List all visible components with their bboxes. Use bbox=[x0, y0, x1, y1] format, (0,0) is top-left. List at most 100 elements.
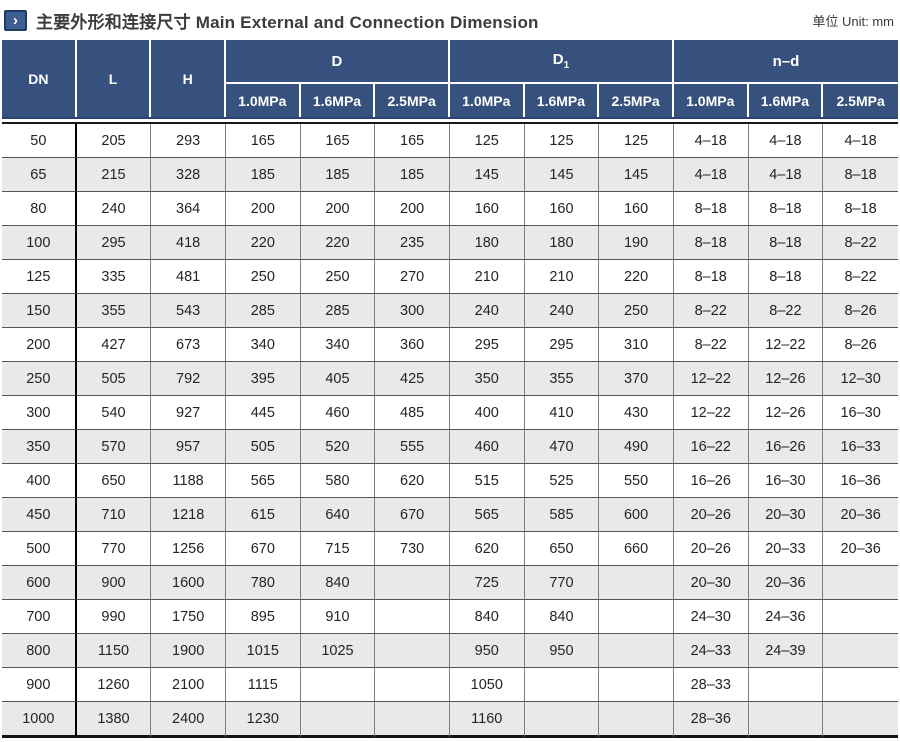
cell: 160 bbox=[524, 192, 600, 226]
cell: 16–30 bbox=[823, 396, 898, 430]
cell: 200 bbox=[375, 192, 450, 226]
cell: 4–18 bbox=[748, 124, 824, 158]
table-row: 350 570 957 505 520 555 460 470 490 16–22 16–26 16–… bbox=[2, 430, 898, 464]
cell: 500 bbox=[2, 532, 77, 566]
cell bbox=[300, 702, 376, 738]
cell: 1025 bbox=[300, 634, 376, 668]
cell: 65 bbox=[2, 158, 77, 192]
cell: 615 bbox=[225, 498, 301, 532]
cell: 270 bbox=[375, 260, 450, 294]
cell: 125 bbox=[599, 124, 674, 158]
cell: 1900 bbox=[151, 634, 226, 668]
cell: 405 bbox=[300, 362, 376, 396]
cell: 300 bbox=[2, 396, 77, 430]
cell: 100 bbox=[2, 226, 77, 260]
column-header-l: L bbox=[76, 40, 152, 117]
cell: 580 bbox=[300, 464, 376, 498]
cell: 20–26 bbox=[673, 498, 749, 532]
cell: 370 bbox=[599, 362, 674, 396]
pressure-header-nd-25: 2.5MPa bbox=[823, 84, 898, 117]
cell: 780 bbox=[225, 566, 301, 600]
cell: 340 bbox=[300, 328, 376, 362]
cell: 185 bbox=[300, 158, 376, 192]
group-header-d: D bbox=[225, 40, 450, 84]
pressure-header-d-10: 1.0MPa bbox=[225, 84, 301, 117]
cell: 295 bbox=[524, 328, 600, 362]
cell: 770 bbox=[524, 566, 600, 600]
cell: 400 bbox=[2, 464, 77, 498]
cell: 1188 bbox=[151, 464, 226, 498]
cell: 8–18 bbox=[823, 192, 898, 226]
cell: 620 bbox=[375, 464, 450, 498]
cell: 505 bbox=[225, 430, 301, 464]
cell: 840 bbox=[449, 600, 525, 634]
cell bbox=[823, 634, 898, 668]
table-body: 50 205 293 165 165 165 125 125 125 4–18 4–18 4–18 65… bbox=[2, 124, 898, 738]
cell: 670 bbox=[375, 498, 450, 532]
cell: 450 bbox=[2, 498, 77, 532]
cell: 16–36 bbox=[823, 464, 898, 498]
d1-subscript: 1 bbox=[563, 60, 570, 71]
table-row: 125 335 481 250 250 270 210 210 220 8–18 8–18 8–22 bbox=[2, 260, 898, 294]
cell: 20–26 bbox=[673, 532, 749, 566]
table-header: DN L H D D1 n–d 1.0MPa 1.6MPa 2.5MPa 1.0… bbox=[2, 40, 898, 124]
cell bbox=[823, 600, 898, 634]
cell bbox=[300, 668, 376, 702]
cell: 350 bbox=[2, 430, 77, 464]
cell: 125 bbox=[524, 124, 600, 158]
cell bbox=[599, 566, 674, 600]
cell: 555 bbox=[375, 430, 450, 464]
cell: 927 bbox=[151, 396, 226, 430]
cell: 515 bbox=[449, 464, 525, 498]
cell: 8–18 bbox=[823, 158, 898, 192]
cell: 200 bbox=[225, 192, 301, 226]
cell: 570 bbox=[76, 430, 152, 464]
cell: 220 bbox=[599, 260, 674, 294]
cell: 12–26 bbox=[748, 362, 824, 396]
cell: 700 bbox=[2, 600, 77, 634]
cell: 1115 bbox=[225, 668, 301, 702]
cell bbox=[599, 702, 674, 738]
cell: 145 bbox=[524, 158, 600, 192]
cell: 525 bbox=[524, 464, 600, 498]
cell: 240 bbox=[524, 294, 600, 328]
cell: 250 bbox=[300, 260, 376, 294]
cell: 4–18 bbox=[673, 158, 749, 192]
cell: 16–26 bbox=[673, 464, 749, 498]
cell: 1230 bbox=[225, 702, 301, 738]
cell: 340 bbox=[225, 328, 301, 362]
cell: 250 bbox=[2, 362, 77, 396]
cell: 12–22 bbox=[748, 328, 824, 362]
cell bbox=[524, 668, 600, 702]
cell bbox=[375, 668, 450, 702]
cell: 180 bbox=[449, 226, 525, 260]
cell: 220 bbox=[225, 226, 301, 260]
cell: 640 bbox=[300, 498, 376, 532]
cell: 460 bbox=[449, 430, 525, 464]
d1-label: D bbox=[552, 51, 564, 68]
cell: 4–18 bbox=[673, 124, 749, 158]
cell: 80 bbox=[2, 192, 77, 226]
cell: 710 bbox=[76, 498, 152, 532]
cell: 840 bbox=[300, 566, 376, 600]
cell: 220 bbox=[300, 226, 376, 260]
cell: 180 bbox=[524, 226, 600, 260]
cell: 725 bbox=[449, 566, 525, 600]
cell: 145 bbox=[449, 158, 525, 192]
cell: 240 bbox=[76, 192, 152, 226]
cell: 8–22 bbox=[823, 226, 898, 260]
cell: 1160 bbox=[449, 702, 525, 738]
cell: 895 bbox=[225, 600, 301, 634]
cell: 235 bbox=[375, 226, 450, 260]
table-row: 600 900 1600 780 840 725 770 20–30 20–36 bbox=[2, 566, 898, 600]
pressure-header-d1-10: 1.0MPa bbox=[449, 84, 525, 117]
cell bbox=[599, 600, 674, 634]
cell: 8–18 bbox=[748, 192, 824, 226]
cell: 165 bbox=[300, 124, 376, 158]
cell: 4–18 bbox=[823, 124, 898, 158]
table-row: 800 1150 1900 1015 1025 950 950 24–33 24–39 bbox=[2, 634, 898, 668]
cell: 800 bbox=[2, 634, 77, 668]
cell: 840 bbox=[524, 600, 600, 634]
cell: 8–18 bbox=[748, 226, 824, 260]
